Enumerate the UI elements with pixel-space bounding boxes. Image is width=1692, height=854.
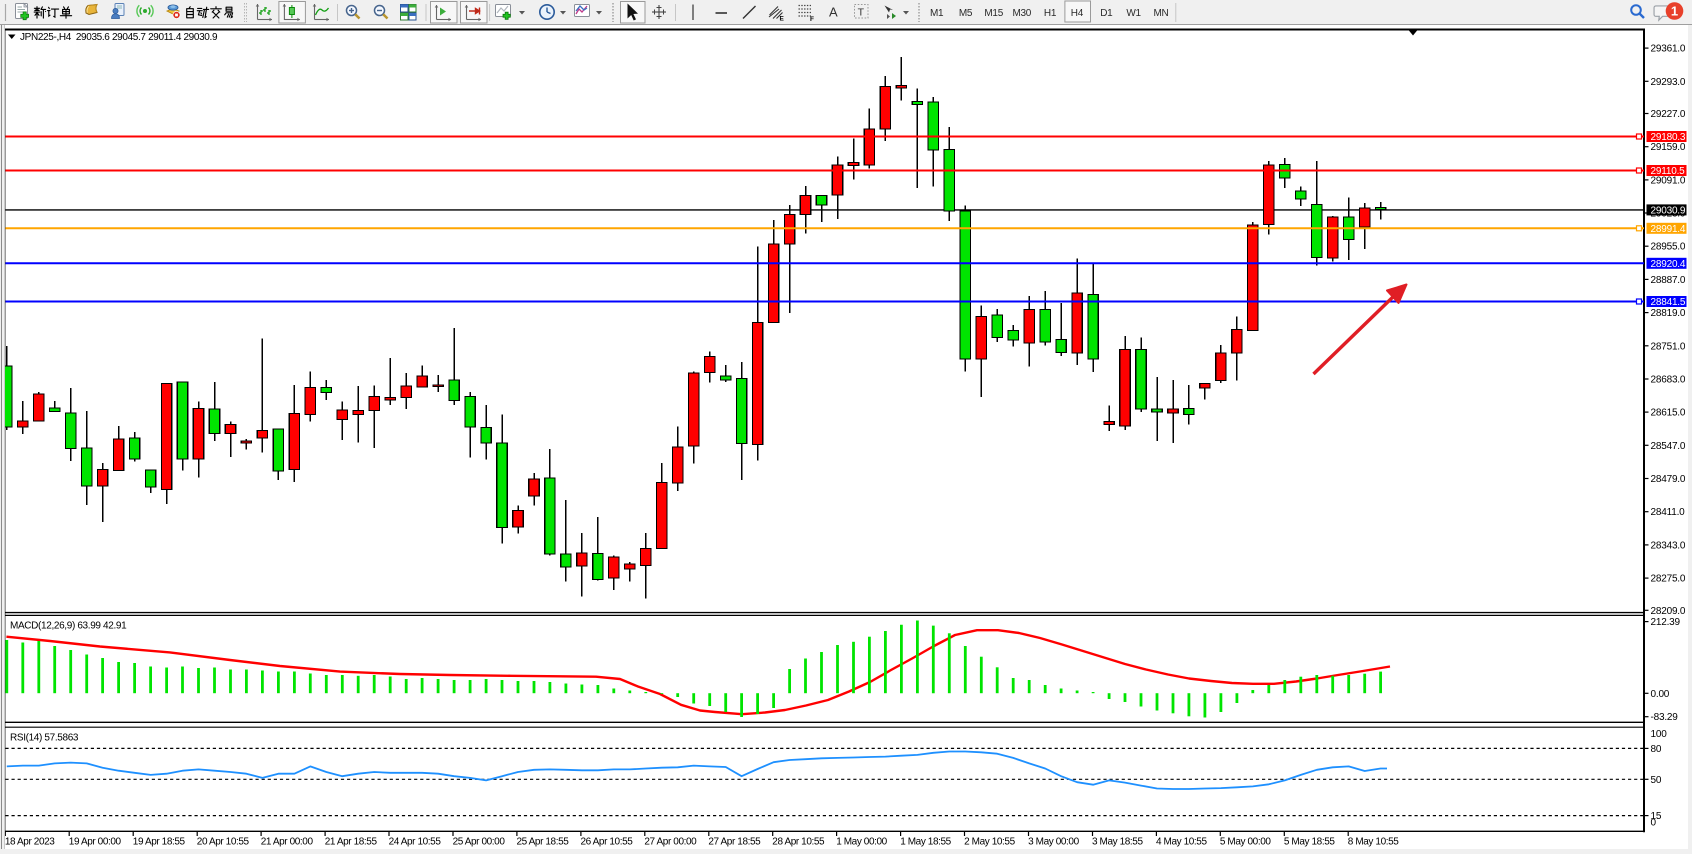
svg-text:28955.0: 28955.0: [1651, 242, 1686, 253]
svg-text:3 May 18:55: 3 May 18:55: [1092, 837, 1143, 848]
svg-text:21 Apr 18:55: 21 Apr 18:55: [325, 837, 378, 848]
svg-text:W1: W1: [1126, 8, 1141, 19]
svg-text:H1: H1: [1044, 8, 1057, 19]
svg-text:28275.0: 28275.0: [1651, 574, 1686, 585]
svg-text:19 Apr 00:00: 19 Apr 00:00: [69, 837, 122, 848]
svg-text:M1: M1: [930, 8, 944, 19]
svg-text:19 Apr 18:55: 19 Apr 18:55: [133, 837, 186, 848]
svg-text:28479.0: 28479.0: [1651, 474, 1686, 485]
svg-text:M5: M5: [959, 8, 973, 19]
svg-text:28 Apr 10:55: 28 Apr 10:55: [772, 837, 825, 848]
svg-text:8 May 10:55: 8 May 10:55: [1348, 837, 1399, 848]
svg-text:29361.0: 29361.0: [1651, 44, 1686, 55]
svg-text:28683.0: 28683.0: [1651, 375, 1686, 386]
svg-text:29159.0: 29159.0: [1651, 142, 1686, 153]
svg-text:28547.0: 28547.0: [1651, 441, 1686, 452]
svg-text:M30: M30: [1013, 8, 1032, 19]
svg-text:18 Apr 2023: 18 Apr 2023: [5, 837, 55, 848]
svg-text:F: F: [810, 16, 814, 23]
svg-text:5 May 18:55: 5 May 18:55: [1284, 837, 1335, 848]
svg-text:28819.0: 28819.0: [1651, 308, 1686, 319]
svg-text:26 Apr 10:55: 26 Apr 10:55: [581, 837, 634, 848]
svg-text:M15: M15: [984, 8, 1003, 19]
svg-text:4 May 10:55: 4 May 10:55: [1156, 837, 1207, 848]
svg-text:29180.3: 29180.3: [1651, 132, 1686, 143]
svg-text:1: 1: [1671, 4, 1678, 19]
svg-text:212.39: 212.39: [1651, 617, 1681, 628]
svg-text:28411.0: 28411.0: [1651, 507, 1686, 518]
svg-text:27 Apr 18:55: 27 Apr 18:55: [708, 837, 761, 848]
svg-text:29110.5: 29110.5: [1651, 166, 1686, 177]
svg-text:29227.0: 29227.0: [1651, 109, 1686, 120]
svg-text:50: 50: [1651, 775, 1662, 786]
svg-text:MN: MN: [1154, 8, 1169, 19]
svg-text:29293.0: 29293.0: [1651, 77, 1686, 88]
svg-text:5 May 00:00: 5 May 00:00: [1220, 837, 1271, 848]
svg-text:24 Apr 10:55: 24 Apr 10:55: [389, 837, 442, 848]
svg-text:T: T: [858, 7, 865, 19]
svg-text:-83.29: -83.29: [1651, 712, 1679, 723]
svg-text:80: 80: [1651, 744, 1662, 755]
svg-text:29030.9: 29030.9: [1651, 206, 1686, 217]
svg-text:21 Apr 00:00: 21 Apr 00:00: [261, 837, 314, 848]
svg-text:0: 0: [1651, 818, 1657, 829]
svg-text:28343.0: 28343.0: [1651, 540, 1686, 551]
svg-text:25 Apr 00:00: 25 Apr 00:00: [453, 837, 506, 848]
svg-text:28887.0: 28887.0: [1651, 275, 1686, 286]
svg-text:20 Apr 10:55: 20 Apr 10:55: [197, 837, 250, 848]
svg-text:0.00: 0.00: [1651, 689, 1670, 700]
svg-text:100: 100: [1651, 729, 1668, 740]
svg-text:H4: H4: [1071, 8, 1084, 19]
svg-text:A: A: [829, 5, 838, 20]
svg-text:1 May 00:00: 1 May 00:00: [836, 837, 887, 848]
svg-text:28841.5: 28841.5: [1651, 297, 1686, 308]
svg-text:E: E: [780, 16, 785, 23]
svg-text:JPN225-,H4 29035.6 29045.7 29: JPN225-,H4 29035.6 29045.7 29011.4 29030…: [20, 32, 218, 43]
svg-text:28751.0: 28751.0: [1651, 341, 1686, 352]
svg-text:28920.4: 28920.4: [1651, 259, 1686, 270]
svg-text:25 Apr 18:55: 25 Apr 18:55: [517, 837, 570, 848]
svg-text:28991.4: 28991.4: [1651, 224, 1686, 235]
svg-text:27 Apr 00:00: 27 Apr 00:00: [644, 837, 697, 848]
svg-text:29091.0: 29091.0: [1651, 175, 1686, 186]
svg-text:RSI(14) 57.5863: RSI(14) 57.5863: [10, 733, 79, 744]
svg-text:28615.0: 28615.0: [1651, 408, 1686, 419]
svg-text:15: 15: [1651, 811, 1662, 822]
svg-text:D1: D1: [1100, 8, 1113, 19]
svg-text:1 May 18:55: 1 May 18:55: [900, 837, 951, 848]
svg-text:28209.0: 28209.0: [1651, 606, 1686, 617]
svg-text:3 May 00:00: 3 May 00:00: [1028, 837, 1079, 848]
svg-text:2 May 10:55: 2 May 10:55: [964, 837, 1015, 848]
svg-text:MACD(12,26,9) 63.99 42.91: MACD(12,26,9) 63.99 42.91: [10, 621, 127, 632]
